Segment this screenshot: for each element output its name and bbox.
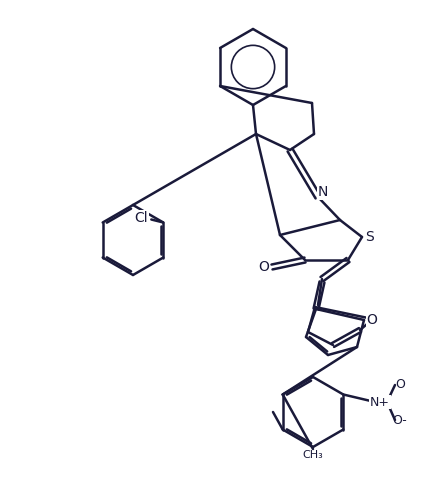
Text: O: O <box>366 313 377 327</box>
Text: N+: N+ <box>369 396 389 409</box>
Text: O: O <box>394 379 404 392</box>
Text: O-: O- <box>391 414 406 426</box>
Text: N: N <box>317 185 328 199</box>
Text: CH₃: CH₃ <box>302 450 322 460</box>
Text: S: S <box>365 230 374 244</box>
Text: Cl: Cl <box>134 211 148 225</box>
Text: O: O <box>258 260 269 274</box>
